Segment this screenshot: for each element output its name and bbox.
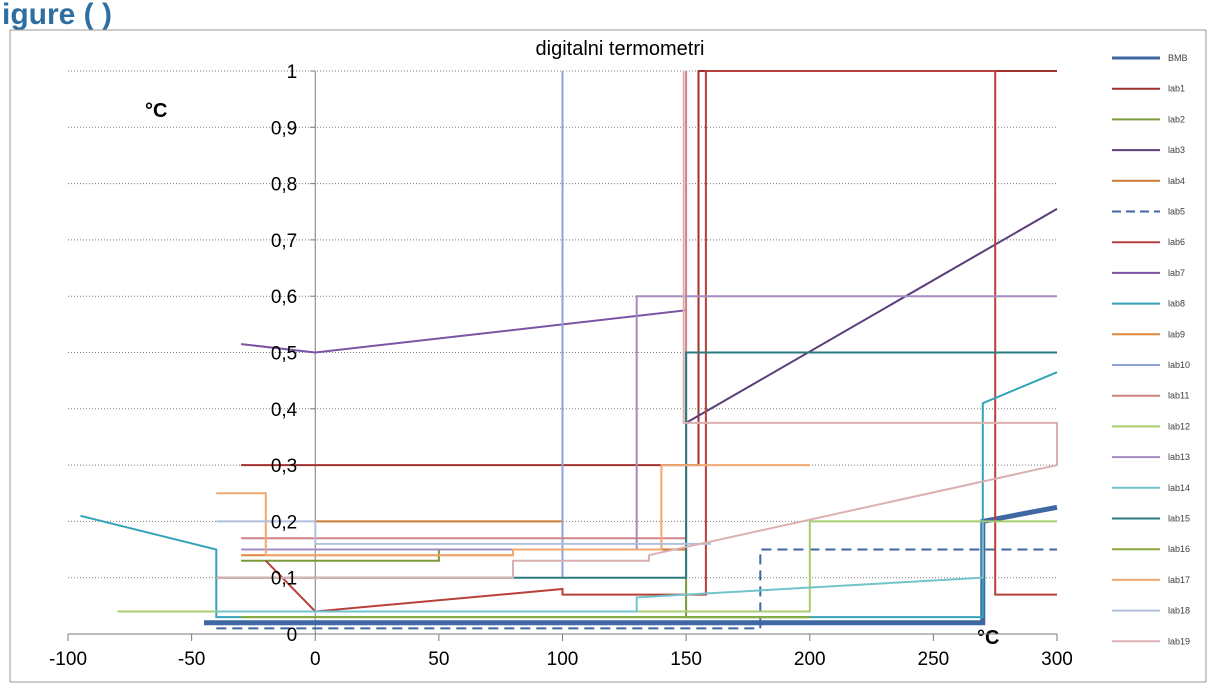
legend-label-BMB: BMB (1168, 53, 1188, 63)
tick-labels: -100 -50 0 50 100 150 200 250 300 0 0,1 0,2 0,3 0,4 0,… (49, 62, 1073, 670)
y-tick-label-2: 0,2 (271, 512, 297, 533)
legend-label-lab19: lab19 (1168, 636, 1190, 646)
y-tick-label-6: 0,6 (271, 287, 297, 308)
legend-label-lab17: lab17 (1168, 575, 1190, 585)
y-axis-label: °C (145, 100, 167, 122)
series-line-lab19 (216, 71, 1058, 579)
legend-label-lab4: lab4 (1168, 176, 1185, 186)
legend-label-lab15: lab15 (1168, 514, 1190, 524)
series-line-lab13 (241, 295, 1057, 551)
y-tick-label-0: 0 (287, 625, 298, 646)
x-tick-label-0: -100 (49, 649, 87, 670)
x-tick-label-2: 0 (310, 649, 321, 670)
x-tick-label-3: 50 (428, 649, 449, 670)
y-tick-label-10: 1 (287, 62, 298, 83)
x-tick-label-7: 250 (918, 649, 950, 670)
y-tick-label-1: 0,1 (271, 569, 297, 590)
y-tick-label-4: 0,4 (271, 400, 298, 421)
y-tick-label-9: 0,9 (271, 118, 297, 139)
legend-label-lab6: lab6 (1168, 237, 1185, 247)
series-line-lab18 (216, 520, 711, 545)
legend-label-lab1: lab1 (1168, 84, 1185, 94)
legend-label-lab14: lab14 (1168, 483, 1190, 493)
legend-label-lab5: lab5 (1168, 207, 1185, 217)
x-tick-label-1: -50 (178, 649, 205, 670)
series-line-lab5 (216, 548, 1057, 630)
legend-label-lab2: lab2 (1168, 114, 1185, 124)
plot-border (9, 29, 1207, 683)
legend-label-lab8: lab8 (1168, 299, 1185, 309)
chart-title: digitalni termometri (536, 38, 705, 60)
x-tick-label-6: 200 (794, 649, 826, 670)
series-line-lab14 (216, 521, 984, 613)
x-tick-label-8: 300 (1041, 649, 1073, 670)
legend-label-lab13: lab13 (1168, 452, 1190, 462)
legend-label-lab11: lab11 (1168, 391, 1189, 401)
series-lines (80, 70, 1058, 630)
legend-label-lab16: lab16 (1168, 544, 1190, 554)
header-fragment: igure ( ) (2, 0, 112, 31)
series-line-lab17 (216, 464, 810, 557)
legend: BMB lab1 lab2 lab3 lab4 lab5 lab6 lab7 lab8 lab9 l… (1112, 53, 1190, 646)
legend-label-lab18: lab18 (1168, 606, 1190, 616)
legend-label-lab10: lab10 (1168, 360, 1190, 370)
series-line-lab6 (265, 70, 1057, 613)
legend-label-lab12: lab12 (1168, 421, 1190, 431)
legend-label-lab7: lab7 (1168, 268, 1185, 278)
x-tick-label-4: 100 (547, 649, 579, 670)
legend-label-lab9: lab9 (1168, 329, 1185, 339)
x-tick-label-5: 150 (670, 649, 702, 670)
y-tick-label-5: 0,5 (271, 344, 297, 365)
x-axis-label: °C (977, 627, 999, 649)
y-tick-label-7: 0,7 (271, 231, 297, 252)
legend-label-lab3: lab3 (1168, 145, 1185, 155)
y-tick-label-3: 0,3 (271, 456, 297, 477)
y-tick-label-8: 0,8 (271, 175, 297, 196)
